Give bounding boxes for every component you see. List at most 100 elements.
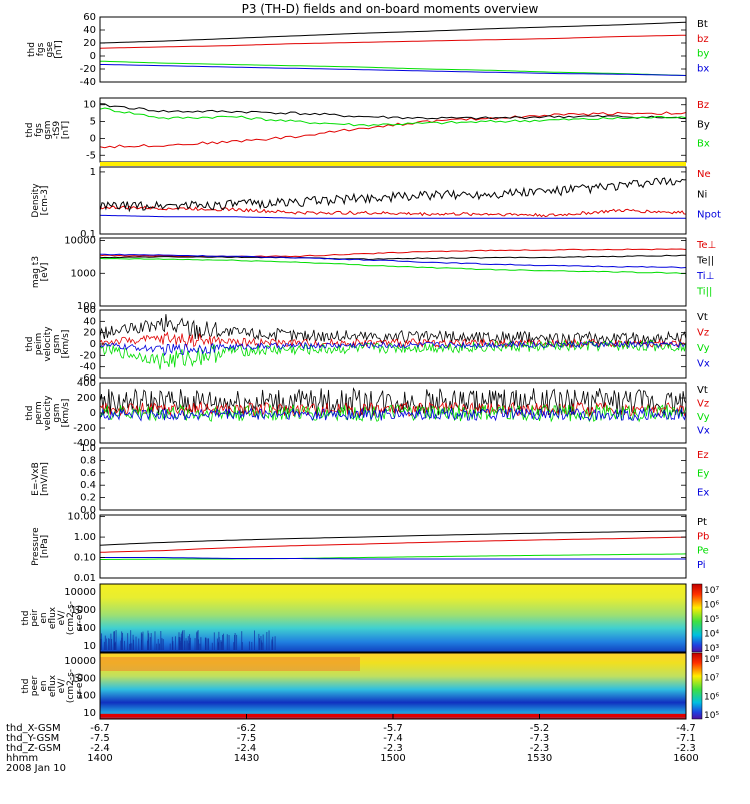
y-tick-label: 0.8 [80,455,96,466]
y-tick-label: 10 [83,100,96,111]
x-tick-label: -7.1 [676,733,696,744]
y-tick-label: 10000 [64,236,96,247]
legend-label: By [697,119,710,130]
y-tick-label: 100 [77,691,96,702]
panel-1: thd fgs gse [nT] [27,16,687,83]
x-tick-label: 1530 [527,753,552,764]
series-line-ni [99,177,687,213]
y-tick-label: 200 [77,393,96,404]
y-tick-label: 0 [90,408,96,419]
series-line-vy [99,403,687,423]
heatmap-hot-band [100,657,360,671]
y-tick-label: 40 [83,316,96,327]
y-axis-label: en [39,612,49,623]
status-bar-yellow [100,162,686,166]
y-axis-label: gsm [43,120,53,139]
panel-2: thd fgs gsm -tS9 [nT] [25,97,687,163]
x-tick-label: -7.4 [383,733,403,744]
y-axis-label: sr-eV) [75,605,85,631]
series-line-pt [99,530,687,546]
series-line-vz [99,331,687,349]
colorbar-tick-label: 10⁵ [704,615,719,625]
y-axis-label: eflux [48,674,58,697]
legend-label: Ne [697,169,711,180]
y-axis-label: (cm2-s- [66,669,76,703]
colorbar-tick-label: 10⁶ [704,601,719,611]
legend-label: Pe [697,546,709,557]
x-row-label: thd_Z-GSM [6,743,61,754]
y-axis-label: fgs [36,42,46,56]
series-line-bz [99,111,687,149]
y-tick-label: 40 [83,25,96,36]
y-tick-label: -40 [80,77,96,88]
x-row-label: thd_Y-GSM [6,733,59,744]
y-axis-label: velocity [43,395,53,431]
y-tick-label: 1.00 [74,532,96,543]
legend-label: Ni [697,189,707,200]
y-tick-label: -5 [86,150,96,161]
y-tick-label: 0.2 [80,493,96,504]
series-line-ti [100,253,687,269]
y-axis-label: thd [21,611,31,626]
series-line-npot [99,214,686,219]
legend-label: Vx [697,426,710,437]
y-axis-label: [km/s] [61,399,71,428]
colorbar-tick-label: 10⁸ [704,655,719,665]
y-axis-label: Pressure [31,527,41,566]
legend-label: Ex [697,487,709,498]
panel-7: E=-VxB [mV/m] [31,447,687,511]
colorbar-tick-label: 10³ [704,644,719,654]
x-tick-label: -4.7 [676,723,696,734]
y-tick-label: 1000 [71,673,96,684]
y-axis-label: (cm2-s- [66,601,76,635]
y-tick-label: -400 [73,438,96,449]
panel-6: thd perm velocity gsm [km/s] [25,382,687,444]
legend-label: Bx [697,139,710,150]
x-tick-label: -7.5 [237,733,257,744]
legend-label: Ez [697,450,709,461]
x-tick-label: -5.7 [383,723,403,734]
series-line-bx [99,107,687,127]
y-axis-label: thd [25,406,35,421]
colorbar [691,652,703,720]
y-tick-label: 1000 [71,268,96,279]
panel-frame [99,237,687,307]
legend-label: Vy [697,412,710,423]
y-axis-label: perm [34,401,44,425]
y-axis-label: fgs [34,123,44,137]
panel-5: thd peim velocity gsm [km/s] [25,309,687,379]
panel-frame [99,583,687,653]
y-axis-label: thd [25,337,35,352]
y-axis-label: thd [27,42,37,57]
y-axis-label: eV/ [57,678,67,694]
panel-9: thd peir en eflux eV/(cm2-s-sr-eV) [21,583,703,653]
series-line-vy [99,339,687,370]
x-tick-label: -7.3 [530,733,550,744]
y-axis-label: [mV/m] [40,462,50,496]
y-tick-label: 10000 [64,656,96,667]
y-tick-label: 10000 [64,587,96,598]
legend-label: Te|| [696,256,714,267]
x-tick-label: 1400 [87,753,112,764]
x-tick-label: -6.2 [237,723,257,734]
y-tick-label: 100 [77,301,96,312]
legend-label: Vz [697,399,709,410]
legend-label: Te⊥ [696,240,716,251]
x-tick-label: -2.3 [530,743,550,754]
series-line-vx [99,340,687,357]
x-row-label: hhmm [6,753,38,764]
y-axis-label: [eV] [40,263,50,282]
y-tick-label: 0 [90,133,96,144]
series-line-bz [99,34,687,49]
y-axis-label: thd [25,123,35,138]
y-tick-label: 1000 [71,605,96,616]
panel-frame [99,16,687,83]
x-tick-label: -2.4 [90,743,110,754]
legend-label: Ti|| [696,287,712,298]
panel-frame [99,447,687,511]
y-tick-label: 0.4 [80,480,96,491]
y-axis-label: peer [30,675,40,696]
y-axis-label: gsm [52,334,62,353]
y-tick-label: 0.6 [80,468,96,479]
